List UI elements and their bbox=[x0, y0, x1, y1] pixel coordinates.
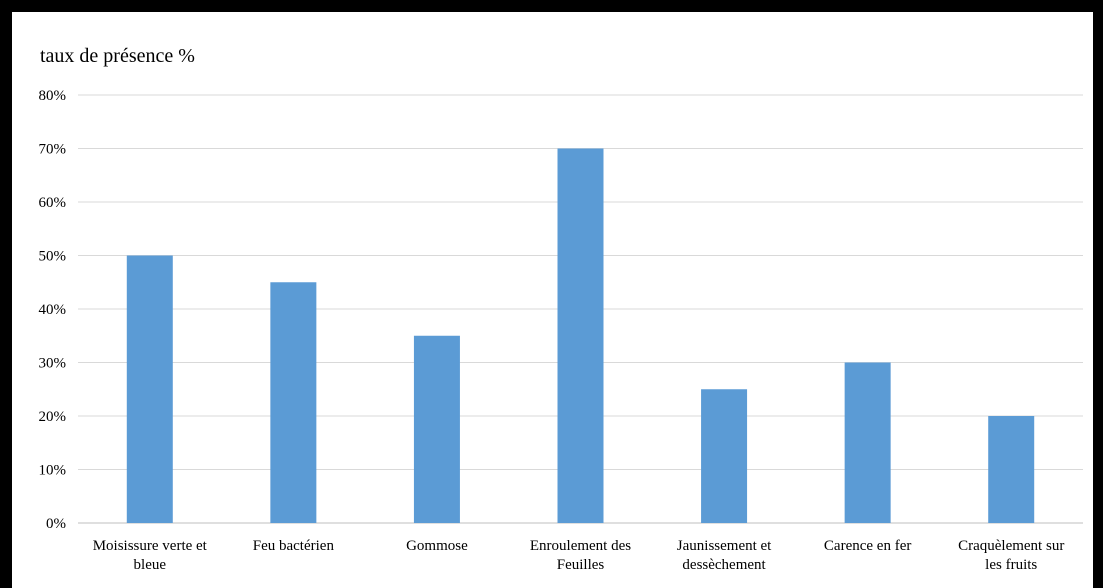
x-tick-label: Jaunissement et bbox=[677, 538, 772, 554]
x-tick-label: Carence en fer bbox=[824, 538, 911, 554]
y-tick-label: 30% bbox=[39, 356, 67, 372]
bar bbox=[413, 335, 460, 523]
y-tick-label: 80% bbox=[39, 88, 67, 104]
x-tick-label: dessèchement bbox=[682, 557, 766, 573]
y-tick-label: 70% bbox=[39, 142, 67, 158]
x-tick-label: Craquèlement sur bbox=[958, 538, 1064, 554]
y-axis-ticks: 0% 10% 20% 30% 40% 50% 60% 70% 80% bbox=[39, 88, 67, 532]
x-tick-label: les fruits bbox=[985, 557, 1037, 573]
x-tick-label: Enroulement des bbox=[530, 538, 631, 554]
bar bbox=[701, 389, 748, 523]
bar bbox=[270, 282, 317, 523]
bar bbox=[557, 148, 604, 523]
x-tick-label: Gommose bbox=[406, 538, 468, 554]
y-tick-label: 40% bbox=[39, 302, 67, 318]
x-tick-label: Feu bactérien bbox=[253, 538, 335, 554]
bar bbox=[988, 416, 1035, 523]
bar bbox=[126, 255, 173, 523]
bars bbox=[126, 148, 1035, 523]
y-tick-label: 60% bbox=[39, 195, 67, 211]
x-tick-label: Feuilles bbox=[557, 557, 605, 573]
x-tick-label: bleue bbox=[134, 557, 167, 573]
y-axis-label: taux de présence % bbox=[40, 45, 195, 67]
y-tick-label: 50% bbox=[39, 249, 67, 265]
y-tick-label: 10% bbox=[39, 463, 67, 479]
x-tick-label: Moisissure verte et bbox=[93, 538, 208, 554]
x-axis-labels: Moisissure verte et bleue Feu bactérien Gom… bbox=[93, 538, 1065, 573]
y-tick-label: 20% bbox=[39, 409, 67, 425]
bar bbox=[844, 362, 891, 523]
y-tick-label: 0% bbox=[46, 516, 66, 532]
